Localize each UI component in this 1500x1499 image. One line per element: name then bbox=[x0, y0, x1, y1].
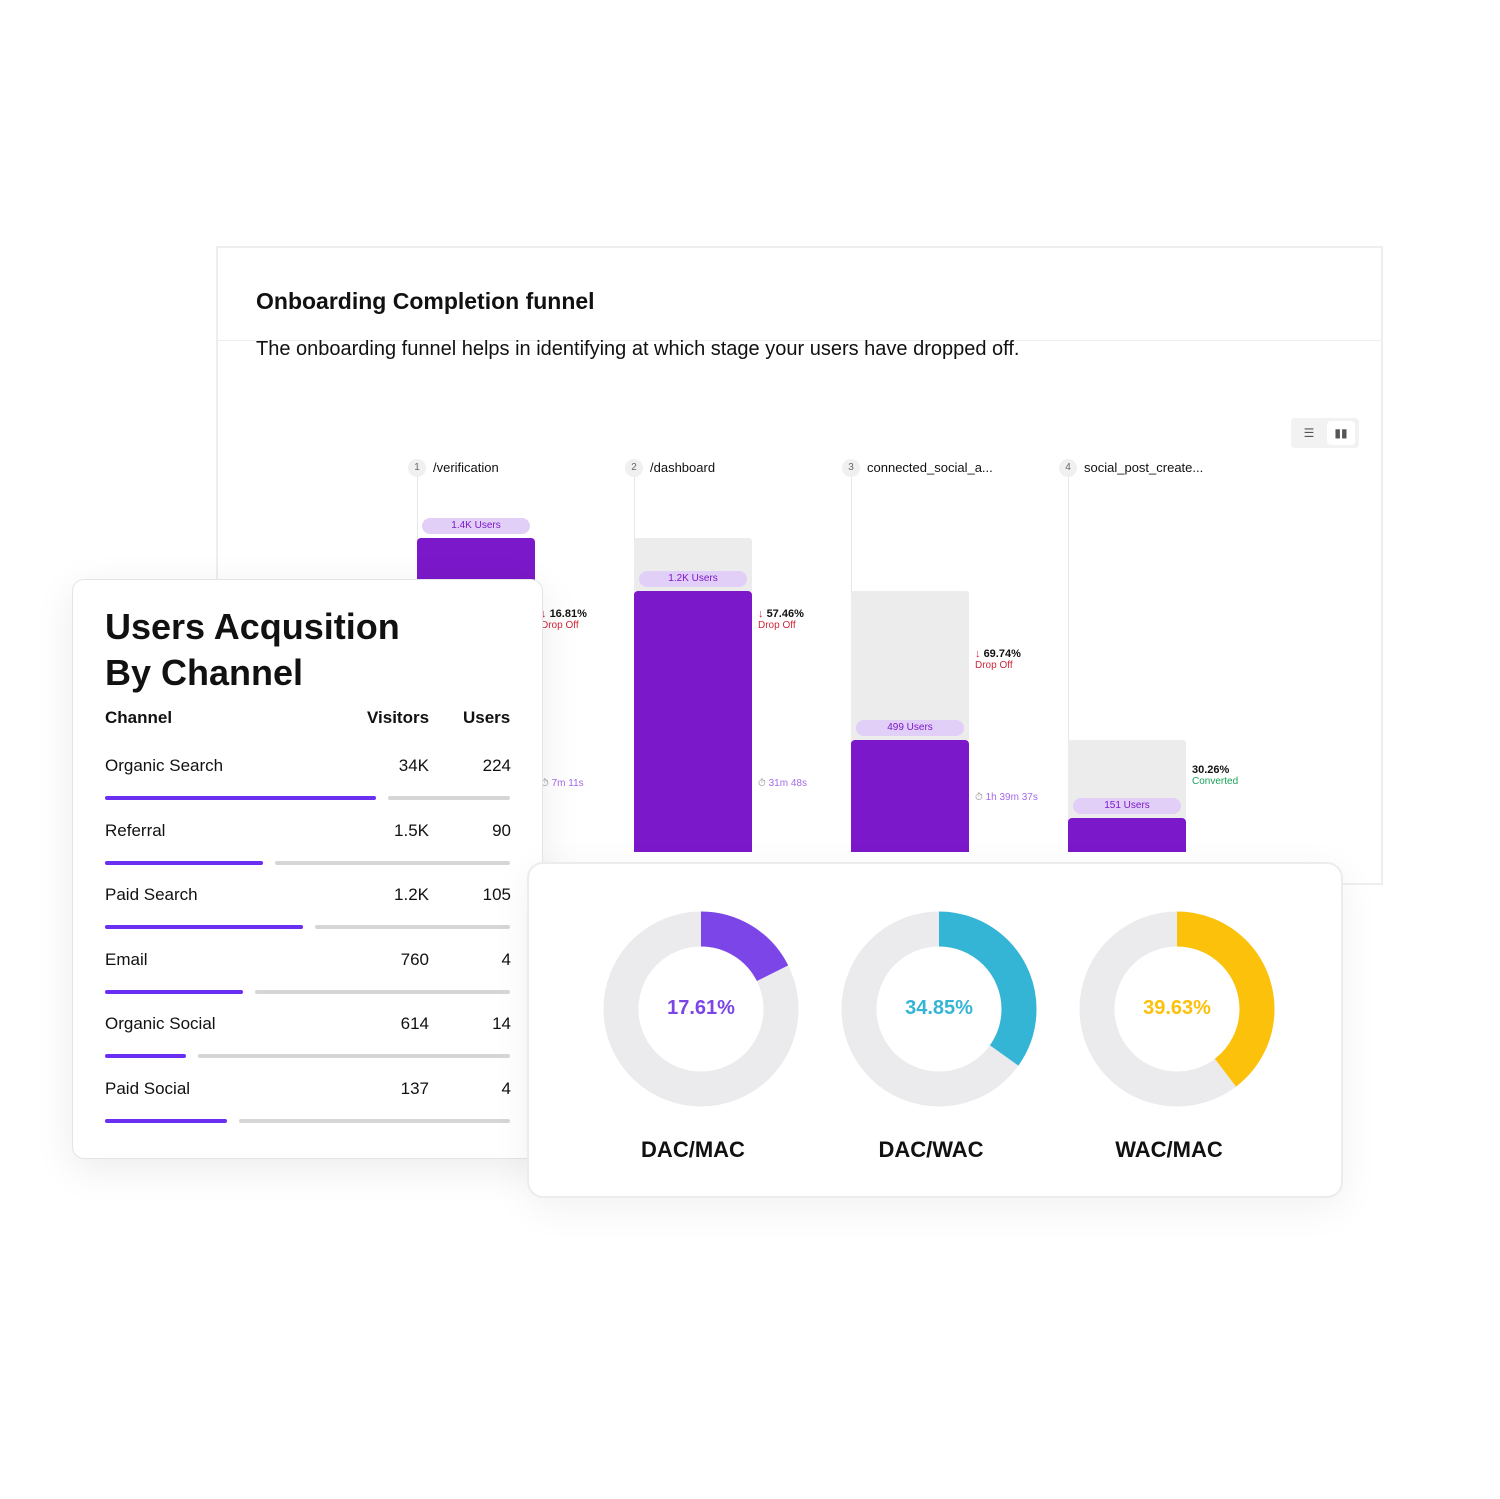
donut-chart bbox=[841, 911, 1037, 1107]
step-percent: 16.81% bbox=[549, 608, 587, 620]
users-pill: 499 Users bbox=[856, 720, 964, 737]
stage-number: 1 bbox=[408, 459, 426, 477]
channel-name: Organic Social bbox=[105, 1014, 216, 1033]
funnel-subtitle: The onboarding funnel helps in identifyi… bbox=[256, 338, 1020, 360]
progress-track bbox=[198, 1054, 510, 1058]
progress-track bbox=[238, 1118, 510, 1123]
step-percent: 57.46% bbox=[766, 608, 804, 620]
ratio-value: 34.85% bbox=[905, 997, 973, 1019]
users-value: 4 bbox=[501, 1078, 511, 1098]
channel-name: Email bbox=[105, 949, 148, 969]
progress-track bbox=[388, 796, 510, 800]
progress-fill bbox=[105, 1054, 186, 1058]
step-stat: ↓ 69.74% Drop Off bbox=[975, 648, 1021, 671]
users-value: 14 bbox=[492, 1014, 511, 1033]
ratio-value: 17.61% bbox=[667, 997, 735, 1019]
donut-arc bbox=[841, 911, 1037, 1107]
time-value: 7m 11s bbox=[551, 778, 584, 789]
channel-name: Referral bbox=[105, 820, 166, 840]
progress-fill bbox=[105, 796, 377, 800]
funnel-title: Onboarding Completion funnel bbox=[256, 288, 595, 314]
step-stat: 30.26% Converted bbox=[1192, 764, 1238, 787]
ratio-label: DAC/MAC bbox=[641, 1137, 745, 1162]
step-percent: 69.74% bbox=[983, 648, 1021, 660]
title-line: By Channel bbox=[105, 652, 304, 693]
avg-time: ⏱ 7m 11s bbox=[541, 778, 584, 789]
stage-name[interactable]: connected_social_a... bbox=[867, 460, 993, 475]
arrow-down-icon: ↓ bbox=[975, 648, 981, 660]
stage-number: 3 bbox=[842, 459, 860, 477]
progress-fill bbox=[105, 1118, 227, 1123]
stage-bar[interactable] bbox=[634, 590, 752, 852]
step-label: Drop Off bbox=[758, 620, 796, 631]
donut-arc bbox=[603, 911, 799, 1107]
progress-track bbox=[274, 860, 510, 865]
step-label: Converted bbox=[1192, 776, 1239, 787]
stage-bar[interactable] bbox=[1068, 818, 1186, 852]
ratio-label: WAC/MAC bbox=[1115, 1137, 1223, 1162]
step-stat: ↓ 57.46% Drop Off bbox=[758, 608, 804, 631]
visitors-value: 137 bbox=[400, 1078, 429, 1098]
view-toggle[interactable]: ☰ ▮▮ bbox=[1291, 418, 1359, 448]
title-line: Users Acqusition bbox=[105, 606, 400, 647]
avg-time: ⏱ 31m 48s bbox=[758, 778, 807, 789]
horizontal-bars-icon[interactable]: ☰ bbox=[1303, 426, 1315, 440]
users-value: 4 bbox=[501, 949, 511, 969]
progress-track bbox=[254, 989, 510, 994]
progress-fill bbox=[105, 860, 263, 865]
acquisition-title: Users Acqusition By Channel bbox=[105, 604, 400, 696]
header-users: Users bbox=[463, 708, 511, 727]
arrow-down-icon: ↓ bbox=[758, 608, 764, 620]
acquisition-card: Users Acqusition By Channel Channel Visi… bbox=[72, 579, 543, 1159]
users-pill: 1.4K Users bbox=[422, 518, 530, 534]
progress-fill bbox=[105, 989, 243, 994]
step-percent: 30.26% bbox=[1192, 764, 1230, 776]
stage-line bbox=[1068, 468, 1069, 852]
stage-name[interactable]: social_post_create... bbox=[1084, 460, 1204, 475]
visitors-value: 34K bbox=[398, 756, 429, 775]
users-pill: 151 Users bbox=[1073, 798, 1181, 815]
donut-arc bbox=[1079, 911, 1275, 1107]
channel-name: Paid Social bbox=[105, 1078, 191, 1098]
step-label: Drop Off bbox=[975, 660, 1013, 671]
header-channel: Channel bbox=[105, 708, 173, 727]
progress-fill bbox=[105, 925, 304, 929]
arrow-down-icon: ↓ bbox=[541, 608, 547, 620]
stopwatch-icon: ⏱ bbox=[541, 778, 549, 789]
visitors-value: 1.2K bbox=[394, 885, 429, 904]
ratio-label: DAC/WAC bbox=[878, 1137, 984, 1162]
users-value: 224 bbox=[482, 756, 511, 775]
users-value: 105 bbox=[482, 885, 511, 904]
visitors-value: 614 bbox=[400, 1014, 429, 1033]
donut-chart bbox=[1079, 911, 1275, 1107]
bar-chart-icon[interactable]: ▮▮ bbox=[1327, 421, 1355, 445]
visitors-value: 760 bbox=[400, 949, 429, 969]
progress-track bbox=[315, 925, 510, 929]
time-value: 1h 39m 37s bbox=[985, 792, 1038, 803]
visitors-value: 1.5K bbox=[394, 820, 429, 840]
channel-name: Organic Search bbox=[105, 756, 224, 775]
stage-name[interactable]: /verification bbox=[433, 460, 499, 475]
dropoff-area bbox=[851, 590, 969, 741]
step-stat: ↓ 16.81% Drop Off bbox=[541, 608, 587, 631]
step-label: Drop Off bbox=[541, 620, 579, 631]
ratio-value: 39.63% bbox=[1143, 997, 1211, 1019]
divider bbox=[218, 340, 1381, 341]
ratios-card: 17.61% DAC/MAC 34.85% DAC/WAC 39.63% WAC… bbox=[527, 862, 1343, 1198]
donut-chart bbox=[603, 911, 799, 1107]
stage-bar[interactable] bbox=[851, 740, 969, 852]
avg-time: ⏱ 1h 39m 37s bbox=[975, 792, 1038, 803]
users-value: 90 bbox=[492, 820, 511, 840]
stage-number: 4 bbox=[1059, 459, 1077, 477]
stage-name[interactable]: /dashboard bbox=[650, 460, 716, 475]
time-value: 31m 48s bbox=[768, 778, 807, 789]
stage-number: 2 bbox=[625, 459, 643, 477]
users-pill: 1.2K Users bbox=[639, 570, 747, 587]
header-visitors: Visitors bbox=[367, 708, 430, 727]
stopwatch-icon: ⏱ bbox=[758, 778, 766, 789]
channel-name: Paid Search bbox=[105, 885, 198, 904]
stopwatch-icon: ⏱ bbox=[975, 792, 983, 803]
